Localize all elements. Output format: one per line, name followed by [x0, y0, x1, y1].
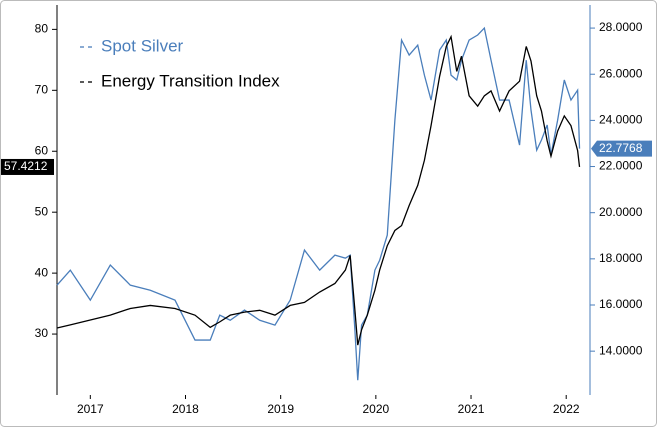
- x-tick-label: 2019: [267, 402, 294, 416]
- y2-tick-label: 20.0000: [599, 205, 643, 219]
- x-tick-label: 2020: [362, 402, 389, 416]
- legend-label: Spot Silver: [101, 36, 184, 55]
- y-tick-label: 40: [35, 265, 49, 279]
- last-value-label: 22.7768: [599, 141, 643, 155]
- line-series: [56, 26, 581, 381]
- y2-tick-label: 14.0000: [599, 343, 643, 357]
- line-series: [56, 34, 581, 346]
- y-tick-label: 70: [35, 82, 49, 96]
- last-value-tag: [591, 140, 652, 157]
- last-value-tag: [1, 158, 54, 175]
- y2-tick-label: 24.0000: [599, 113, 643, 127]
- x-tick-label: 2021: [458, 402, 485, 416]
- y2-tick-label: 16.0000: [599, 297, 643, 311]
- y-tick-label: 50: [35, 204, 49, 218]
- x-tick-label: 2022: [553, 402, 580, 416]
- y2-tick-label: 18.0000: [599, 251, 643, 265]
- y-tick-label: 30: [35, 326, 49, 340]
- y-tick-label: 60: [35, 143, 49, 157]
- last-value-label: 57.4212: [4, 159, 48, 173]
- y2-tick-label: 26.0000: [599, 66, 643, 80]
- legend-label: Energy Transition Index: [101, 71, 280, 90]
- y2-tick-label: 28.0000: [599, 20, 643, 34]
- x-tick-label: 2018: [172, 402, 199, 416]
- y-tick-label: 80: [35, 22, 49, 36]
- y2-tick-label: 22.0000: [599, 159, 643, 173]
- x-tick-label: 2017: [77, 402, 104, 416]
